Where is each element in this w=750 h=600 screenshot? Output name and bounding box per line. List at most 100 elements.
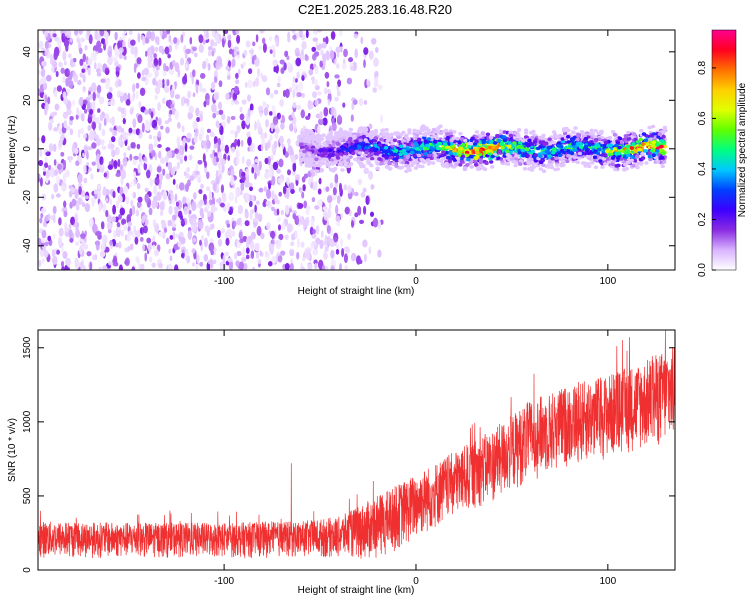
spectrogram-cell	[43, 220, 47, 228]
spectrogram-cell	[323, 107, 329, 117]
spectrogram-cell	[103, 186, 107, 196]
spectrogram-cell	[68, 190, 73, 198]
spectrogram-cell	[171, 226, 177, 232]
spectrogram-cell	[64, 60, 67, 66]
spectrogram-cell	[278, 191, 283, 197]
spectrogram-cell	[92, 91, 96, 102]
spectrogram-cell	[212, 113, 216, 119]
spectrogram-cell	[141, 76, 147, 82]
spectrogram-cell	[129, 30, 133, 36]
spectrogram-cell	[191, 74, 194, 85]
spectrogram-cell	[61, 32, 66, 43]
spectrogram-cell	[80, 233, 86, 239]
spectrogram-cell	[214, 76, 218, 83]
spectrogram-cell	[312, 76, 315, 85]
spectrogram-cell	[368, 50, 374, 60]
spectrogram-cell	[118, 241, 122, 249]
spectrogram-cell	[276, 208, 280, 216]
spectrogram-cell	[135, 128, 140, 136]
spectrogram-cell	[271, 175, 276, 186]
spectrogram-cell	[244, 192, 250, 202]
spectrogram-cell	[78, 30, 83, 35]
spectrogram-cell	[176, 184, 179, 190]
spectrogram-cell	[287, 139, 291, 147]
spectrogram-cell	[132, 118, 137, 128]
spectrogram-cell	[268, 182, 271, 190]
spectrogram-cell	[156, 166, 162, 173]
spectrogram-cell	[41, 76, 47, 83]
spectrogram-cell	[287, 31, 291, 40]
spectrogram-cell	[342, 102, 346, 108]
spectrogram-cell	[206, 171, 210, 179]
spectrogram-cell	[84, 244, 89, 250]
spectrogram-cell	[189, 145, 195, 150]
spectrogram-cell	[244, 82, 248, 88]
spectrogram-cell	[184, 155, 188, 162]
spectrogram-cell	[234, 50, 238, 57]
spectrogram-cell	[164, 46, 170, 55]
spectrogram-cell	[271, 105, 276, 113]
spectrogram-cell	[91, 82, 97, 93]
spectrogram-cell	[214, 42, 218, 47]
spectrogram-cell	[114, 60, 119, 67]
spectrogram-cell	[55, 70, 59, 78]
spectrogram-cell	[150, 111, 154, 119]
spectrogram-cell	[38, 260, 42, 267]
spectrogram-cell	[340, 237, 343, 248]
spectrogram-cell	[178, 231, 184, 239]
spectrogram-cell	[236, 157, 240, 165]
spectrogram-cell	[235, 30, 239, 35]
spectrogram-cell	[200, 183, 204, 189]
spectrogram-cell	[318, 43, 322, 50]
spectrogram-cell	[66, 125, 70, 131]
spectrogram-cell	[63, 210, 68, 218]
spectrogram-cell	[194, 52, 198, 58]
spectrogram-cell	[137, 164, 141, 174]
spectrogram-cell	[204, 225, 210, 232]
spectrogram-cell	[322, 240, 327, 246]
spectrogram-cell	[250, 240, 255, 250]
spectrogram-cell	[259, 250, 263, 256]
spectrogram-cell	[235, 149, 240, 159]
spectrogram-cell	[266, 200, 271, 206]
spectrogram-cell	[181, 96, 185, 107]
spectrogram-cell	[350, 114, 354, 122]
spectrogram-cell	[305, 115, 311, 120]
spectrogram-cell	[203, 254, 208, 262]
spectrogram-cell	[241, 156, 245, 164]
spectrogram-cell	[157, 144, 162, 148]
spectrogram-cell	[324, 87, 328, 95]
spectrogram-cell	[182, 196, 187, 205]
spectrogram-cell	[61, 261, 64, 267]
spectrogram-cell	[244, 208, 248, 214]
spectrogram-cell	[91, 161, 96, 166]
spectrogram-cell	[101, 241, 105, 252]
spectrogram-cell	[257, 126, 263, 135]
spectrogram-cell	[334, 173, 339, 184]
spectrogram-cell	[320, 230, 324, 238]
spectrogram-cell	[157, 117, 162, 126]
spectrogram-cell	[226, 116, 231, 124]
spectrogram-cell	[125, 134, 129, 140]
spectrogram-cell	[52, 233, 56, 240]
spectrogram-cell	[67, 260, 71, 268]
spectrogram-cell	[168, 205, 173, 215]
spectrogram-cell	[84, 108, 88, 114]
spectrogram-cell	[82, 74, 86, 83]
spectrogram-cell	[260, 232, 265, 240]
spectrogram-cell	[201, 212, 205, 219]
spectrogram-cell	[314, 51, 320, 57]
spectrogram-cell	[259, 112, 263, 117]
spectrogram-cell	[255, 77, 259, 87]
spectrogram-cell	[192, 262, 195, 267]
spectrogram-cell	[144, 187, 149, 193]
spectrogram-cell	[39, 217, 43, 224]
spectrogram-cell	[333, 108, 337, 119]
spectrogram-cell	[269, 163, 273, 170]
spectrogram-cell	[204, 160, 207, 168]
spectrogram-cell	[56, 85, 63, 92]
spectrogram-cell	[81, 202, 86, 208]
spectrogram-cell	[83, 177, 88, 184]
spectrogram-cell	[224, 144, 229, 154]
spectrogram-cell	[324, 71, 330, 79]
